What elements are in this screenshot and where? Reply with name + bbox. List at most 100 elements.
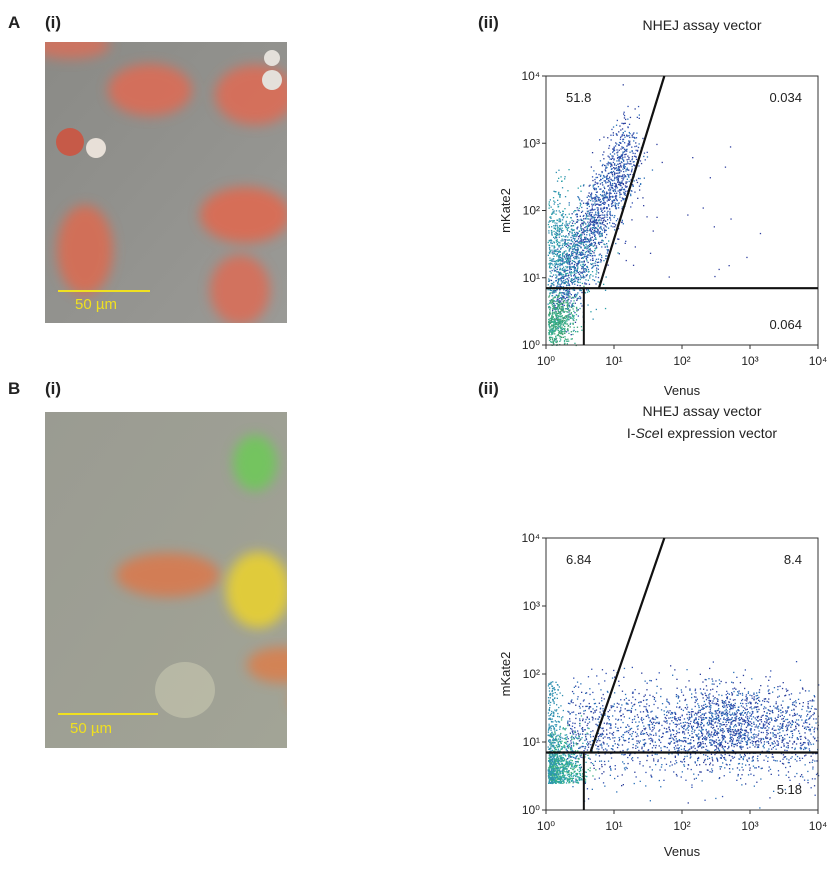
event-dot — [563, 216, 564, 217]
event-dot — [567, 317, 568, 318]
event-dot — [814, 695, 815, 696]
event-dot — [552, 259, 553, 260]
event-dot — [560, 194, 561, 195]
event-dot — [638, 693, 639, 694]
event-dot — [623, 737, 624, 738]
event-dot — [643, 711, 644, 712]
event-dot — [630, 728, 631, 729]
event-dot — [687, 750, 688, 751]
event-dot — [557, 227, 558, 228]
event-dot — [787, 734, 788, 735]
event-dot — [593, 223, 594, 224]
event-dot — [614, 150, 615, 151]
event-dot — [558, 246, 559, 247]
event-dot — [612, 188, 613, 189]
event-dot — [784, 750, 785, 751]
event-dot — [580, 243, 581, 244]
event-dot — [676, 679, 677, 680]
event-dot — [609, 218, 610, 219]
event-dot — [604, 192, 605, 193]
event-dot — [626, 135, 627, 136]
event-dot — [805, 738, 806, 739]
event-dot — [592, 205, 593, 206]
event-dot — [750, 721, 751, 722]
event-dot — [774, 720, 775, 721]
event-dot — [716, 691, 717, 692]
event-dot — [558, 257, 559, 258]
event-dot — [563, 311, 564, 312]
event-dot — [679, 740, 680, 741]
event-dot — [562, 309, 563, 310]
event-dot — [617, 720, 618, 721]
event-dot — [564, 270, 565, 271]
event-dot — [562, 333, 563, 334]
event-dot — [576, 314, 577, 315]
event-dot — [751, 736, 752, 737]
event-dot — [590, 711, 591, 712]
event-dot — [728, 701, 729, 702]
event-dot — [620, 183, 621, 184]
event-dot — [767, 761, 768, 762]
event-dot — [585, 693, 586, 694]
event-dot — [632, 169, 633, 170]
event-dot — [549, 245, 550, 246]
event-dot — [608, 228, 609, 229]
event-dot — [684, 766, 685, 767]
event-dot — [604, 180, 605, 181]
event-dot — [590, 744, 591, 745]
event-dot — [681, 749, 682, 750]
event-dot — [712, 744, 713, 745]
event-dot — [587, 257, 588, 258]
event-dot — [751, 718, 752, 719]
event-dot — [564, 225, 565, 226]
event-dot — [567, 323, 568, 324]
event-dot — [722, 732, 723, 733]
event-dot — [607, 737, 608, 738]
event-dot — [597, 217, 598, 218]
event-dot — [578, 315, 579, 316]
event-dot — [580, 219, 581, 220]
event-dot — [577, 241, 578, 242]
event-dot — [646, 716, 647, 717]
gate-line — [599, 76, 664, 288]
event-dot — [641, 720, 642, 721]
event-dot — [634, 146, 635, 147]
event-dot — [561, 321, 562, 322]
event-dot — [596, 748, 597, 749]
event-dot — [629, 142, 630, 143]
event-dot — [577, 227, 578, 228]
event-dot — [639, 189, 640, 190]
event-dot — [554, 222, 555, 223]
event-dot — [645, 728, 646, 729]
event-dot — [613, 200, 614, 201]
event-dot — [634, 161, 635, 162]
event-dot — [640, 740, 641, 741]
event-dot — [604, 761, 605, 762]
event-dot — [563, 324, 564, 325]
event-dot — [725, 702, 726, 703]
event-dot — [687, 727, 688, 728]
event-dot — [609, 177, 610, 178]
event-dot — [623, 171, 624, 172]
event-dot — [701, 709, 702, 710]
event-dot — [622, 128, 623, 129]
event-dot — [608, 164, 609, 165]
event-dot — [619, 192, 620, 193]
event-dot — [710, 734, 711, 735]
event-dot — [750, 724, 751, 725]
event-dot — [608, 265, 609, 266]
event-dot — [712, 700, 713, 701]
event-dot — [584, 729, 585, 730]
event-dot — [565, 239, 566, 240]
event-dot — [569, 724, 570, 725]
event-dot — [754, 746, 755, 747]
event-dot — [609, 213, 610, 214]
event-dot — [652, 718, 653, 719]
event-dot — [691, 748, 692, 749]
event-dot — [613, 732, 614, 733]
event-dot — [729, 711, 730, 712]
micrograph: 50 µm — [30, 31, 380, 325]
event-dot — [756, 709, 757, 710]
event-dot — [777, 740, 778, 741]
event-dot — [630, 163, 631, 164]
